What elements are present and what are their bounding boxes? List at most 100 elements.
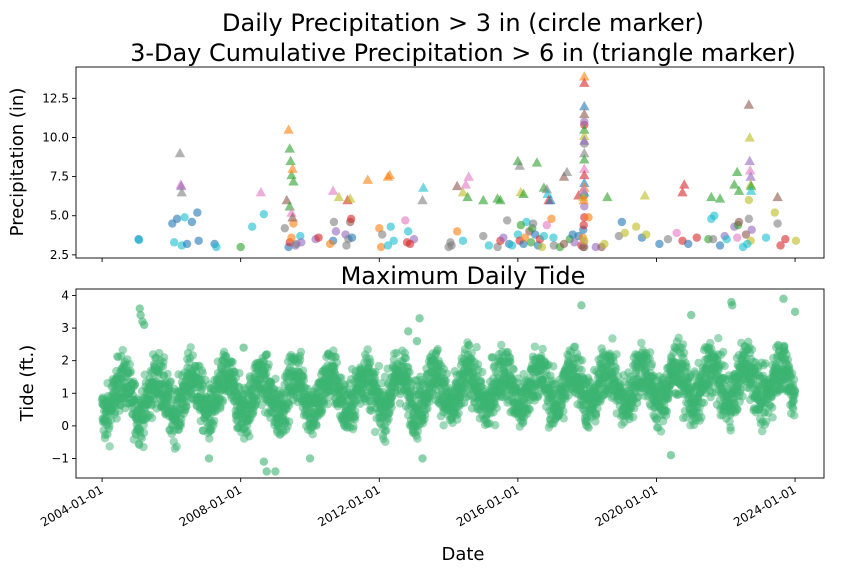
tide-marker [768,403,777,412]
tide-marker [747,345,757,354]
tide-marker [262,467,271,476]
precipitation-title-line2: 3-Day Cumulative Precipitation > 6 in (t… [130,39,796,67]
tide-marker [678,340,688,349]
precip-circle-marker [297,238,306,247]
tide-marker [559,407,568,416]
tide-marker [719,347,728,357]
cumulative-triangle-marker [579,100,590,111]
precip-circle-marker [378,230,387,239]
precip-circle-marker [193,208,202,217]
tide-marker [726,426,735,435]
precip-circle-marker [331,227,341,236]
date-xlabel: Date [441,544,484,565]
tide-marker [790,386,800,395]
cumulative-triangle-marker [285,155,296,166]
tide-ylabel: Tide (ft.) [17,345,38,423]
tide-marker [271,467,280,476]
tide-marker [464,340,474,350]
precipitation-ylabel: Precipitation (in) [7,88,28,237]
cumulative-triangle-marker [579,108,590,119]
cumulative-triangle-marker [579,154,590,164]
tide-marker [666,450,676,460]
tide-marker [789,404,798,413]
precip-circle-marker [516,220,526,230]
tide-marker [467,348,476,358]
precip-circle-marker [710,211,719,220]
precip-circle-marker [744,214,754,224]
tide-marker [381,437,390,447]
precip-circle-marker [134,235,144,245]
tide-marker [720,361,729,371]
precip-circle-marker [194,236,203,245]
precipitation-markers [134,71,801,252]
tide-marker [105,442,114,451]
precip-circle-marker [559,239,569,249]
tide-marker [323,399,333,409]
precip-circle-marker [770,208,779,217]
cumulative-triangle-marker [462,191,473,202]
precip-circle-marker [484,241,494,250]
tide-marker [790,411,799,420]
cumulative-triangle-marker [729,179,740,189]
tide-marker [412,336,422,346]
precip-circle-marker [620,228,629,238]
cumulative-triangle-marker [384,169,395,180]
tide-marker [418,454,427,463]
tide-marker [337,373,346,382]
tide-y-ticks: −1 0 1 2 3 4 [51,289,76,465]
tide-marker [686,310,696,320]
precip-circle-marker [537,242,547,252]
precip-circle-marker [708,235,718,244]
tide-marker [239,343,248,352]
tide-marker [768,413,777,422]
tide-marker [299,376,308,385]
cumulative-triangle-marker [518,188,529,198]
cumulative-triangle-marker [772,191,783,202]
tide-marker [762,417,771,426]
cumulative-triangle-marker [745,171,756,181]
precip-circle-marker [401,216,410,225]
precip-circle-marker [734,217,744,227]
cumulative-triangle-marker [579,124,590,134]
y-tick-label: 2 [61,354,69,368]
precip-circle-marker [347,233,357,242]
precip-circle-marker [547,214,556,224]
precip-circle-marker [507,241,517,250]
cumulative-triangle-marker [541,183,553,194]
precip-circle-marker [600,239,609,249]
precip-circle-marker [655,239,664,249]
precip-circle-marker [172,214,182,224]
cumulative-triangle-marker [284,201,295,211]
precip-circle-marker [692,233,701,242]
cumulative-triangle-marker [731,166,743,177]
cumulative-triangle-marker [451,180,463,191]
cumulative-triangle-marker [745,180,757,191]
tide-marker [413,434,422,443]
tide-marker [637,338,646,348]
tide-marker [549,362,558,371]
tide-marker [577,365,586,375]
tide-marker [135,304,144,313]
tide-marker [559,414,568,423]
tide-marker [415,314,424,323]
tide-marker [405,368,414,377]
precip-circle-marker [617,217,627,227]
tide-marker [186,343,195,352]
tide-marker [296,347,306,357]
cumulative-triangle-marker [286,207,297,217]
precip-circle-marker [520,233,530,242]
tide-marker [374,361,384,371]
tide-marker [509,365,518,374]
precip-circle-marker [458,236,468,245]
tide-marker [674,333,683,343]
cumulative-triangle-marker [495,194,506,205]
precip-circle-marker [579,220,588,230]
tide-marker [564,391,573,400]
tide-marker [139,428,149,438]
precip-circle-marker [182,239,192,249]
tide-marker [699,398,709,408]
tide-marker [611,364,621,373]
precip-circle-marker [236,242,245,252]
cumulative-triangle-marker [677,187,688,197]
